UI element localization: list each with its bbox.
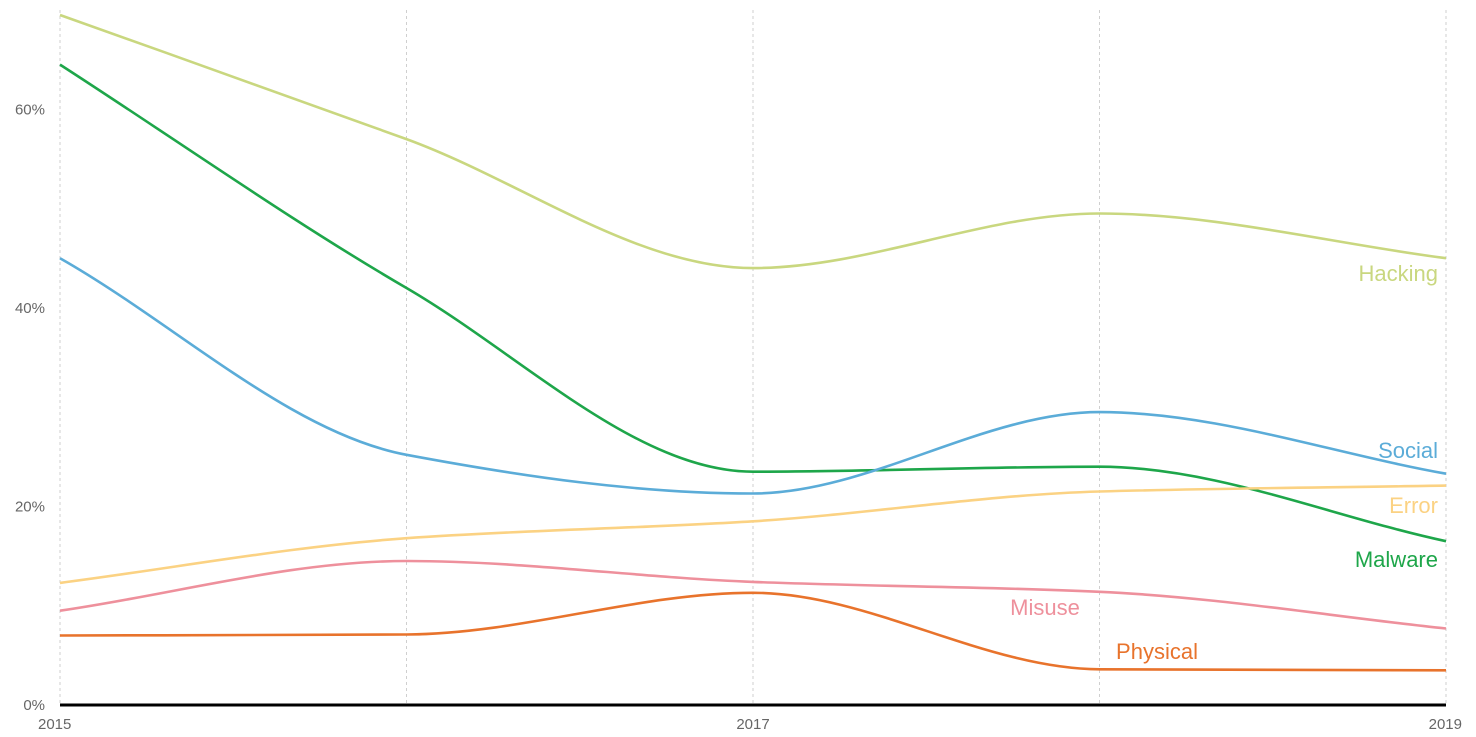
x-tick-label: 2017 (736, 716, 769, 733)
series-label-hacking: Hacking (1359, 261, 1438, 286)
series-label-physical: Physical (1116, 639, 1198, 664)
series-line-physical (59, 591, 1447, 672)
series-line-malware (59, 63, 1447, 543)
series-line-social (59, 257, 1447, 495)
series-labels: Hacking Malware Social Error Misuse Physical (1010, 261, 1438, 664)
series-label-malware: Malware (1355, 547, 1438, 572)
x-tick-label: 2015 (38, 716, 71, 733)
y-tick-label: 20% (15, 498, 45, 515)
y-axis: 0% 20% 40% 60% (15, 101, 45, 714)
series-label-social: Social (1378, 438, 1438, 463)
series-lines (59, 13, 1447, 672)
x-tick-label: 2019 (1429, 716, 1462, 733)
series-label-misuse: Misuse (1010, 595, 1080, 620)
y-tick-label: 0% (23, 697, 45, 714)
x-axis: 2015 2017 2019 (38, 716, 1462, 733)
y-tick-label: 60% (15, 101, 45, 118)
y-tick-label: 40% (15, 300, 45, 317)
series-line-misuse (59, 559, 1447, 630)
series-line-hacking (59, 13, 1447, 270)
grid (59, 10, 1447, 705)
series-label-error: Error (1389, 493, 1438, 518)
series-line-error (59, 484, 1447, 585)
